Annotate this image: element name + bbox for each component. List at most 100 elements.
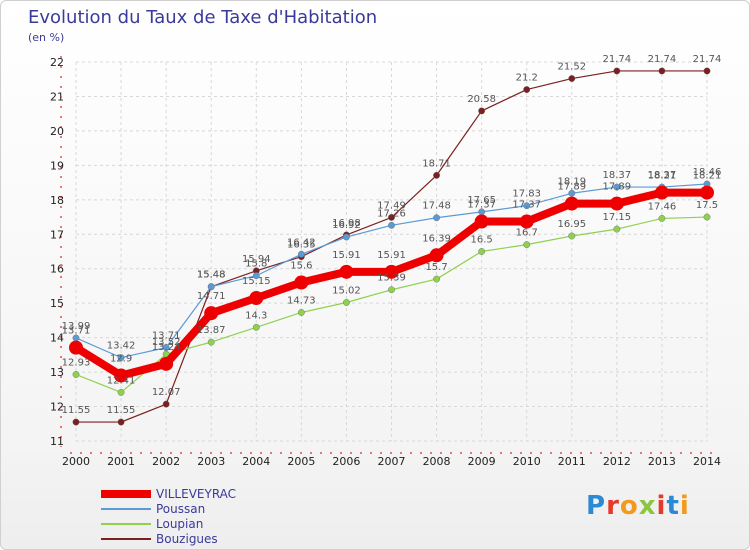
data-label-poussan: 16.92 <box>332 220 361 231</box>
data-label-poussan: 13.99 <box>62 321 91 332</box>
y-tick-label: 21 <box>50 90 64 103</box>
data-label-villeveyrac: 13.24 <box>152 342 181 353</box>
data-label-poussan: 15.48 <box>197 270 226 281</box>
data-point-villeveyrac <box>249 291 264 306</box>
data-point-loupian <box>568 232 576 240</box>
x-tick-label: 2006 <box>332 455 360 468</box>
chart-title: Evolution du Taux de Taxe d'Habitation <box>28 7 378 28</box>
data-point-poussan <box>343 233 350 241</box>
data-label-poussan: 17.83 <box>512 189 541 200</box>
y-tick-label: 17 <box>50 228 64 241</box>
legend-item: Bouzigues <box>101 531 236 546</box>
data-label-loupian: 14.3 <box>245 310 267 321</box>
y-tick-label: 12 <box>50 401 64 414</box>
legend-swatch <box>101 507 151 510</box>
legend-label: VILLEVEYRAC <box>156 486 237 501</box>
data-point-poussan <box>388 221 395 229</box>
x-tick-label: 2003 <box>197 455 225 468</box>
data-point-loupian <box>117 389 125 396</box>
data-label-poussan: 18.37 <box>603 170 632 181</box>
data-label-loupian: 17.15 <box>603 212 632 223</box>
data-label-loupian: 15.02 <box>332 285 361 296</box>
data-label-bouzigues: 11.55 <box>107 405 136 416</box>
data-point-bouzigues <box>162 400 170 408</box>
y-tick-label: 22 <box>50 56 64 69</box>
data-point-bouzigues <box>117 418 125 426</box>
x-tick-label: 2004 <box>242 455 270 468</box>
data-label-villeveyrac: 13.71 <box>62 326 91 337</box>
data-label-villeveyrac: 17.89 <box>557 182 586 193</box>
data-label-villeveyrac: 14.71 <box>197 291 226 302</box>
data-point-bouzigues <box>72 418 80 426</box>
data-label-villeveyrac: 17.89 <box>603 182 632 193</box>
data-point-loupian <box>478 248 486 255</box>
data-label-loupian: 17.46 <box>648 201 677 212</box>
data-label-loupian: 16.5 <box>471 235 493 246</box>
data-point-villeveyrac <box>474 214 489 229</box>
data-label-bouzigues: 21.2 <box>516 73 538 84</box>
data-label-poussan: 15.8 <box>245 259 267 270</box>
data-label-bouzigues: 16.35 <box>287 240 316 251</box>
x-tick-label: 2012 <box>603 455 631 468</box>
data-label-poussan: 18.37 <box>648 170 677 181</box>
data-point-bouzigues <box>433 171 440 179</box>
data-label-poussan: 13.71 <box>152 331 181 342</box>
y-tick-label: 19 <box>50 159 64 172</box>
data-point-loupian <box>207 338 215 346</box>
legend-swatch <box>101 489 151 498</box>
legend-item: VILLEVEYRAC <box>101 486 236 501</box>
data-point-villeveyrac <box>384 264 399 279</box>
legend-item: Poussan <box>101 501 236 516</box>
data-label-bouzigues: 11.55 <box>62 405 91 416</box>
data-label-poussan: 17.48 <box>422 201 451 212</box>
y-tick-label: 14 <box>50 332 64 345</box>
data-label-bouzigues: 18.71 <box>422 158 451 169</box>
data-point-villeveyrac <box>519 214 534 229</box>
data-label-bouzigues: 15.48 <box>197 270 226 281</box>
y-tick-label: 13 <box>50 366 64 379</box>
data-label-poussan: 17.65 <box>467 195 496 206</box>
y-tick-label: 11 <box>50 435 64 448</box>
data-label-loupian: 12.41 <box>107 375 136 386</box>
data-point-villeveyrac <box>429 248 444 263</box>
y-tick-label: 20 <box>50 125 64 138</box>
data-point-poussan <box>297 250 305 258</box>
data-point-bouzigues <box>703 67 711 75</box>
data-point-poussan <box>523 202 531 210</box>
data-label-bouzigues: 21.74 <box>603 54 632 65</box>
x-tick-label: 2014 <box>693 455 721 468</box>
data-point-loupian <box>523 241 531 249</box>
data-label-bouzigues: 21.74 <box>693 54 722 65</box>
data-label-villeveyrac: 17.37 <box>512 200 541 211</box>
axes: 11 12 13 14 15 16 17 18 19 20 21 22 2000 2001 2002 2003… <box>50 56 721 468</box>
data-point-loupian <box>433 275 440 283</box>
data-point-poussan <box>252 272 260 280</box>
data-label-villeveyrac: 15.15 <box>242 276 271 287</box>
y-tick-label: 18 <box>50 194 64 207</box>
data-label-bouzigues: 21.74 <box>648 54 677 65</box>
data-point-loupian <box>658 215 666 222</box>
data-label-bouzigues: 16.98 <box>332 218 361 229</box>
data-label-bouzigues: 20.58 <box>467 94 496 105</box>
legend: VILLEVEYRAC Poussan Loupian Bouzigues <box>101 486 236 546</box>
data-label-villeveyrac: 17.37 <box>467 200 496 211</box>
data-label-bouzigues: 17.49 <box>377 200 406 211</box>
data-label-poussan: 13.42 <box>107 341 136 352</box>
x-tick-label: 2008 <box>423 455 451 468</box>
x-tick-label: 2010 <box>513 455 541 468</box>
legend-label: Bouzigues <box>156 531 218 546</box>
data-point-poussan <box>433 214 440 222</box>
data-point-villeveyrac <box>700 185 714 200</box>
x-tick-label: 2002 <box>152 455 180 468</box>
data-label-villeveyrac: 16.39 <box>422 233 451 244</box>
data-label-poussan: 18.46 <box>693 167 722 178</box>
data-point-bouzigues <box>568 75 576 82</box>
data-point-bouzigues <box>613 67 621 75</box>
x-tick-label: 2005 <box>287 455 315 468</box>
data-label-poussan: 18.19 <box>557 176 586 187</box>
data-label-bouzigues: 12.07 <box>152 387 181 398</box>
data-label-bouzigues: 15.94 <box>242 254 271 265</box>
data-label-loupian: 13.52 <box>152 337 181 348</box>
data-point-villeveyrac <box>69 340 83 355</box>
data-point-bouzigues <box>523 86 531 93</box>
